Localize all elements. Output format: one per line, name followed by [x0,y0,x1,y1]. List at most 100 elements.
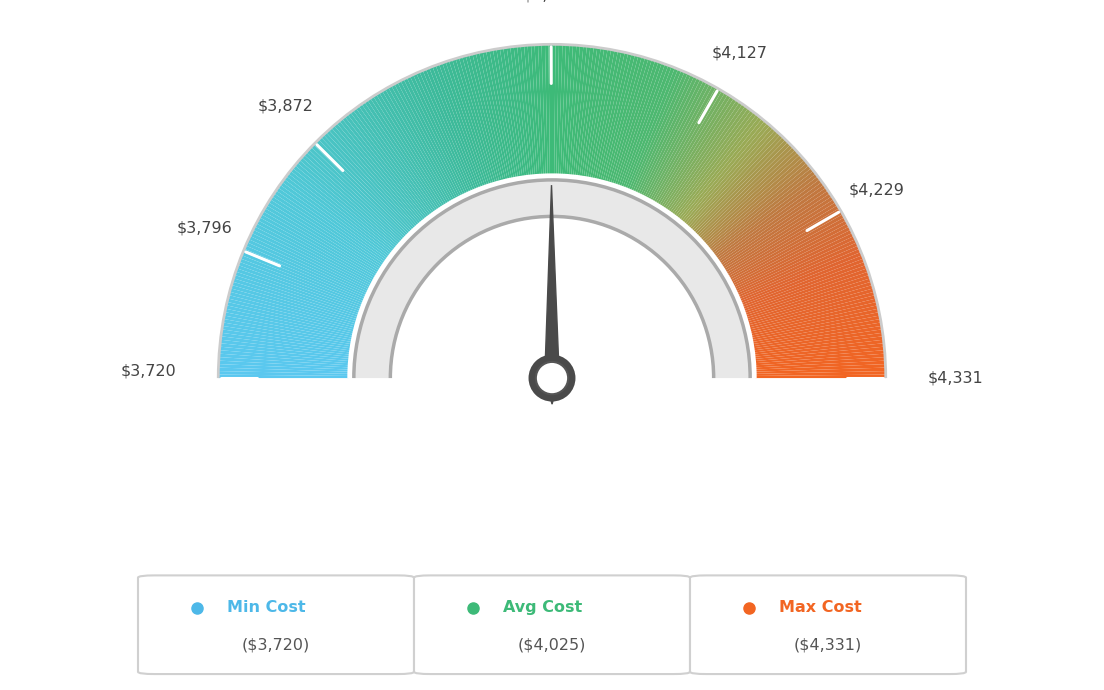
Wedge shape [353,108,433,215]
Wedge shape [538,44,545,175]
Wedge shape [736,236,856,293]
Wedge shape [731,220,848,284]
Wedge shape [270,196,382,269]
FancyBboxPatch shape [138,575,414,674]
Wedge shape [754,339,884,357]
Text: $4,229: $4,229 [849,183,905,197]
Wedge shape [426,68,477,190]
Wedge shape [656,91,725,204]
Wedge shape [573,46,591,176]
Wedge shape [385,88,453,202]
Wedge shape [416,72,471,193]
Wedge shape [698,145,793,237]
Wedge shape [554,44,559,175]
Wedge shape [321,135,413,231]
Wedge shape [586,49,612,178]
Wedge shape [667,102,743,211]
Wedge shape [670,106,749,213]
Wedge shape [675,112,756,217]
Wedge shape [314,142,408,236]
Wedge shape [710,168,814,252]
Wedge shape [629,69,681,190]
Wedge shape [443,62,487,186]
Wedge shape [221,336,350,355]
Wedge shape [250,233,369,291]
Wedge shape [728,208,841,277]
Text: $4,331: $4,331 [927,371,984,386]
Wedge shape [603,55,638,181]
Wedge shape [648,84,713,200]
Wedge shape [754,346,884,361]
Wedge shape [745,272,870,315]
Wedge shape [749,295,877,330]
Wedge shape [262,211,375,278]
Wedge shape [565,45,576,175]
Wedge shape [594,52,625,179]
Wedge shape [687,128,775,227]
Wedge shape [718,185,826,262]
Wedge shape [234,272,359,315]
Wedge shape [598,53,631,181]
Wedge shape [510,46,529,177]
Wedge shape [397,81,459,198]
Wedge shape [608,57,648,184]
Polygon shape [544,185,560,404]
Wedge shape [755,368,885,374]
Wedge shape [318,137,411,233]
Wedge shape [677,115,760,219]
Wedge shape [700,150,798,240]
Wedge shape [423,69,475,190]
Wedge shape [243,248,364,302]
Wedge shape [219,371,349,376]
Text: $3,796: $3,796 [177,220,233,235]
Wedge shape [596,52,628,180]
Wedge shape [301,155,401,244]
Wedge shape [742,259,864,307]
Wedge shape [446,61,489,186]
Wedge shape [690,132,781,230]
Wedge shape [657,92,728,205]
Wedge shape [730,217,846,282]
Wedge shape [253,226,371,288]
Wedge shape [219,375,349,378]
Wedge shape [376,92,447,205]
Wedge shape [747,288,874,326]
Wedge shape [734,230,852,290]
Wedge shape [348,173,756,378]
Wedge shape [449,59,491,185]
Wedge shape [272,193,383,267]
Wedge shape [222,326,351,348]
Text: $3,720: $3,720 [120,363,177,378]
Wedge shape [252,230,370,290]
Wedge shape [637,75,694,194]
Wedge shape [561,45,570,175]
Wedge shape [220,346,350,361]
Wedge shape [605,56,641,182]
Wedge shape [463,56,499,182]
Wedge shape [545,44,550,175]
Wedge shape [293,166,395,250]
Wedge shape [620,64,668,188]
Wedge shape [754,336,883,355]
Wedge shape [323,132,414,230]
Wedge shape [755,371,885,376]
Wedge shape [693,137,786,233]
Wedge shape [500,48,522,177]
Wedge shape [755,364,885,372]
Wedge shape [635,73,691,193]
Wedge shape [754,343,884,359]
Wedge shape [559,44,566,175]
Wedge shape [489,50,516,178]
Wedge shape [716,182,824,260]
Wedge shape [696,142,790,236]
Wedge shape [703,155,803,244]
Wedge shape [607,57,645,183]
Wedge shape [739,246,860,299]
Wedge shape [746,278,871,319]
Wedge shape [222,322,351,346]
Wedge shape [566,46,580,175]
Wedge shape [754,333,883,353]
Wedge shape [745,275,870,317]
Wedge shape [521,46,535,175]
Wedge shape [274,190,384,266]
